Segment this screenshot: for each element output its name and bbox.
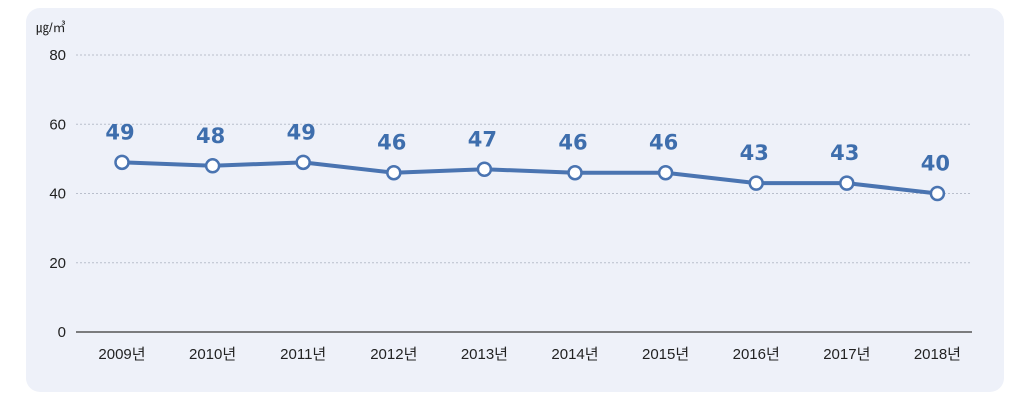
x-tick-label: 2018년 (914, 346, 961, 363)
x-axis-ticks: 2009년 2010년 2011년 2012년 2013년 2014년 2015년 2016년… (98, 346, 961, 363)
x-tick-label: 2013년 (461, 346, 508, 363)
data-point (476, 161, 493, 178)
y-tick-label: 40 (49, 186, 66, 203)
gridlines (76, 54, 972, 264)
data-point (386, 164, 402, 181)
x-tick-label: 2010년 (189, 346, 236, 363)
data-point (839, 175, 855, 191)
data-markers (114, 154, 946, 202)
data-label: 46 (377, 131, 406, 155)
x-tick-label: 2017년 (823, 346, 870, 363)
x-tick-label: 2016년 (733, 346, 780, 363)
data-point (657, 164, 674, 181)
data-label: 43 (740, 141, 769, 165)
data-point (114, 154, 130, 171)
data-point (748, 175, 764, 191)
y-tick-label: 20 (49, 255, 66, 272)
data-point (929, 185, 946, 202)
series-line (121, 160, 938, 196)
y-tick-label: 80 (49, 47, 66, 64)
x-tick-label: 2009년 (98, 346, 145, 363)
data-label: 49 (287, 120, 316, 144)
data-label: 47 (468, 127, 497, 151)
data-labels: 49 48 49 46 47 46 46 43 43 40 (105, 120, 950, 175)
x-tick-label: 2011년 (280, 346, 326, 363)
data-point (204, 158, 221, 174)
y-axis-ticks: 0 20 40 60 80 (49, 47, 66, 341)
data-label: 40 (921, 152, 950, 176)
y-tick-label: 0 (58, 324, 66, 341)
data-label: 46 (558, 131, 587, 155)
data-point (567, 164, 583, 181)
data-label: 43 (830, 141, 859, 165)
data-label: 48 (196, 124, 225, 148)
data-point (295, 154, 311, 171)
y-tick-label: 60 (49, 116, 66, 133)
x-tick-label: 2015년 (642, 346, 689, 363)
data-label: 49 (105, 120, 134, 144)
x-tick-label: 2012년 (370, 346, 417, 363)
unit-label: ㎍/㎥ (36, 20, 66, 36)
data-label: 46 (649, 131, 678, 155)
x-tick-label: 2014년 (551, 346, 598, 363)
chart-panel (26, 8, 1004, 392)
